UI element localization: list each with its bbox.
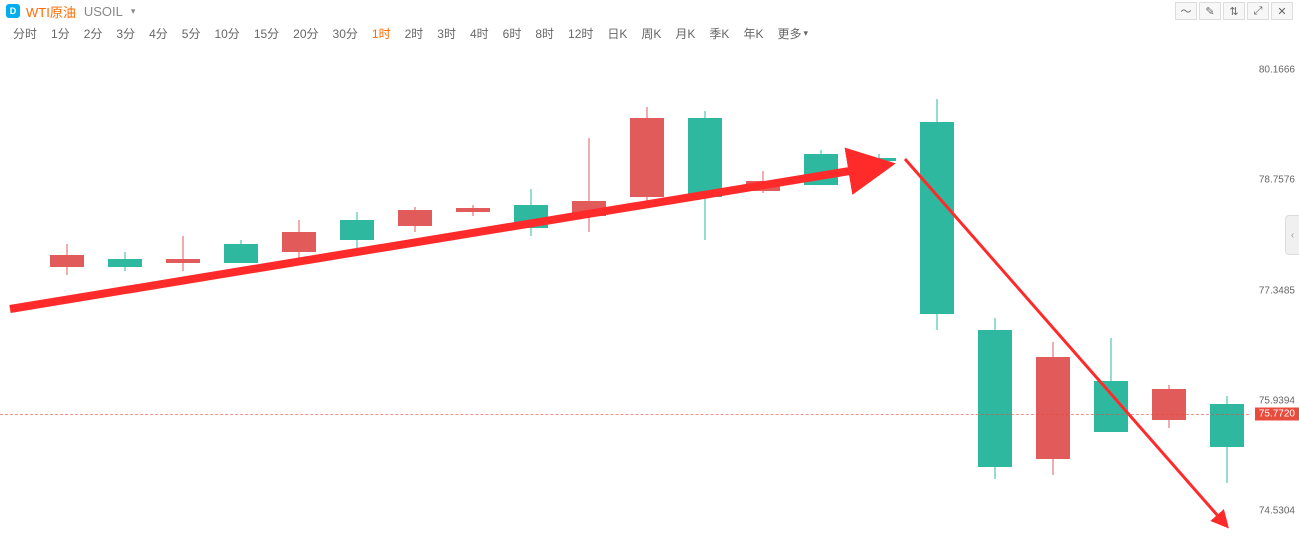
timeframe-bar: 分时1分2分3分4分5分10分15分20分30分1时2时3时4时6时8时12时日… (0, 22, 1299, 44)
candle-body (1094, 381, 1128, 432)
timeframe-年K[interactable]: 年K (736, 25, 770, 42)
candle[interactable] (50, 44, 84, 553)
candle[interactable] (1094, 44, 1128, 553)
candle-body (920, 122, 954, 314)
timeframe-日K[interactable]: 日K (600, 25, 634, 42)
candle[interactable] (340, 44, 374, 553)
brand-icon: D (6, 4, 20, 18)
timeframe-6时[interactable]: 6时 (496, 25, 529, 42)
timeframe-季K[interactable]: 季K (702, 25, 736, 42)
timeframe-2分[interactable]: 2分 (77, 25, 110, 42)
candle[interactable] (630, 44, 664, 553)
header-toolbar: 〜✎⇅⤢✕ (1175, 2, 1293, 20)
timeframe-more[interactable]: 更多▾ (770, 25, 815, 42)
candle-body (456, 208, 490, 212)
candle-body (340, 220, 374, 240)
timeframe-8时[interactable]: 8时 (528, 25, 561, 42)
candle-body (398, 210, 432, 226)
candle[interactable] (398, 44, 432, 553)
chart-canvas[interactable] (0, 44, 1249, 553)
timeframe-2时[interactable]: 2时 (398, 25, 431, 42)
timeframe-20分[interactable]: 20分 (286, 25, 325, 42)
candle-body (224, 244, 258, 264)
candle[interactable] (1036, 44, 1070, 553)
symbol-dropdown-icon[interactable]: ▾ (131, 6, 136, 17)
candle-body (282, 232, 316, 252)
candle-body (108, 259, 142, 267)
y-axis-label: 75.9394 (1259, 396, 1295, 407)
candle-body (746, 181, 780, 191)
timeframe-12时[interactable]: 12时 (561, 25, 600, 42)
candle-body (1036, 357, 1070, 459)
y-axis-label: 80.1666 (1259, 65, 1295, 76)
candle[interactable] (978, 44, 1012, 553)
candle-body (978, 330, 1012, 467)
candle[interactable] (166, 44, 200, 553)
candle[interactable] (1152, 44, 1186, 553)
y-axis-label: 74.5304 (1259, 506, 1295, 517)
toolbar-button-1[interactable]: ✎ (1199, 2, 1221, 20)
timeframe-月K[interactable]: 月K (668, 25, 702, 42)
candle[interactable] (282, 44, 316, 553)
timeframe-5分[interactable]: 5分 (175, 25, 208, 42)
timeframe-1分[interactable]: 1分 (44, 25, 77, 42)
toolbar-button-2[interactable]: ⇅ (1223, 2, 1245, 20)
candle-wick (183, 236, 184, 271)
candle-body (804, 154, 838, 185)
candle[interactable] (862, 44, 896, 553)
candle[interactable] (224, 44, 258, 553)
candle-body (514, 205, 548, 228)
toolbar-button-3[interactable]: ⤢ (1247, 2, 1269, 20)
candle[interactable] (920, 44, 954, 553)
candle[interactable] (688, 44, 722, 553)
timeframe-1时[interactable]: 1时 (365, 25, 398, 42)
candle-body (166, 259, 200, 263)
timeframe-4分[interactable]: 4分 (142, 25, 175, 42)
symbol-code: USOIL (84, 4, 123, 19)
toolbar-button-0[interactable]: 〜 (1175, 2, 1197, 20)
candle-body (862, 158, 896, 162)
timeframe-15分[interactable]: 15分 (247, 25, 286, 42)
candle-body (1210, 404, 1244, 447)
timeframe-30分[interactable]: 30分 (326, 25, 365, 42)
candle[interactable] (746, 44, 780, 553)
y-axis-label: 78.7576 (1259, 175, 1295, 186)
candle[interactable] (804, 44, 838, 553)
candle[interactable] (108, 44, 142, 553)
candle-body (630, 118, 664, 196)
current-price-tag: 75.7720 (1255, 408, 1299, 421)
side-panel-toggle[interactable]: ‹ (1285, 215, 1299, 255)
candle[interactable] (572, 44, 606, 553)
candle[interactable] (456, 44, 490, 553)
symbol-name[interactable]: WTI原油 (26, 2, 76, 21)
timeframe-3时[interactable]: 3时 (430, 25, 463, 42)
candle-body (50, 255, 84, 267)
candle[interactable] (1210, 44, 1244, 553)
timeframe-3分[interactable]: 3分 (109, 25, 142, 42)
candle[interactable] (514, 44, 548, 553)
timeframe-4时[interactable]: 4时 (463, 25, 496, 42)
timeframe-10分[interactable]: 10分 (207, 25, 246, 42)
candle-body (688, 118, 722, 196)
candle-body (572, 201, 606, 217)
candle-wick (589, 138, 590, 232)
current-price-line (0, 414, 1249, 415)
y-axis: 80.1666 78.7576 77.3485 75.9394 74.5304 75.77… (1249, 44, 1299, 553)
y-axis-label: 77.3485 (1259, 285, 1295, 296)
toolbar-button-4[interactable]: ✕ (1271, 2, 1293, 20)
chart-header: D WTI原油 USOIL ▾ 〜✎⇅⤢✕ (0, 0, 1299, 22)
timeframe-分时[interactable]: 分时 (6, 25, 44, 42)
timeframe-周K[interactable]: 周K (634, 25, 668, 42)
